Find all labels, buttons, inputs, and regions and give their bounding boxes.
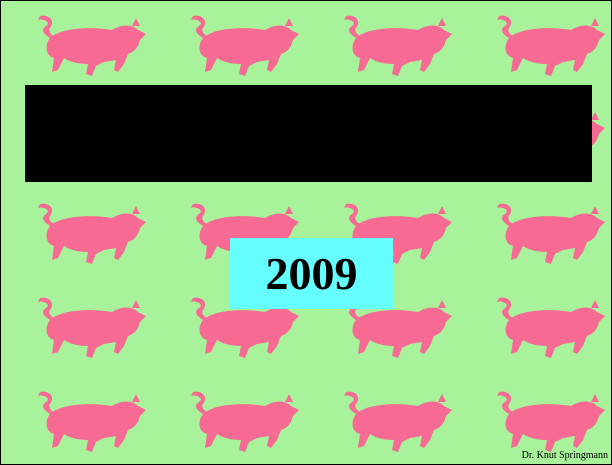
- page: {"title_box": {"text": "2009"}, "footer"…: [0, 0, 612, 465]
- author: Dr. Knut Springmann: [522, 450, 608, 461]
- background: [0, 0, 612, 465]
- year-box: 2009: [230, 238, 393, 309]
- slide: 2009 Dr. Knut Springmann: [0, 0, 612, 465]
- black-bar: [25, 85, 592, 182]
- bull-pattern: [0, 0, 612, 465]
